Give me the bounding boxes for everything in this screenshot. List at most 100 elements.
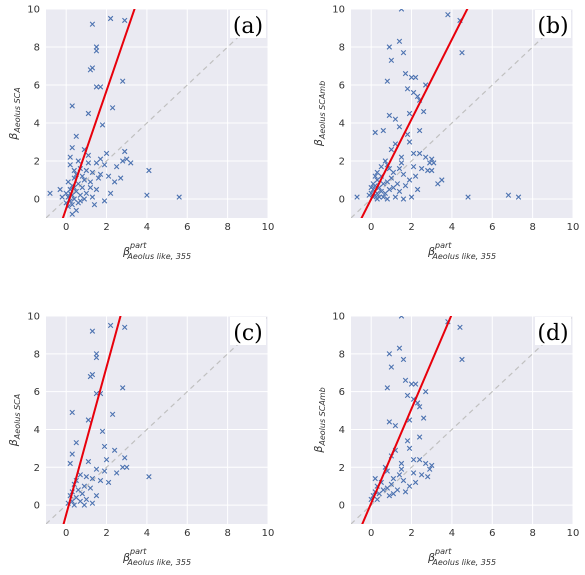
data-point — [384, 485, 391, 491]
y-axis-label: βAeolus SCAmb — [312, 81, 327, 147]
data-point — [77, 498, 83, 504]
data-point — [412, 479, 419, 486]
data-point — [392, 116, 399, 122]
x-tick-label: 0 — [368, 222, 374, 233]
data-point — [81, 196, 88, 202]
data-point — [414, 93, 421, 100]
x-tick-label: 4 — [449, 528, 455, 539]
data-point — [87, 485, 94, 491]
data-point — [47, 190, 53, 196]
data-point — [101, 198, 108, 204]
data-point — [85, 152, 92, 158]
data-point — [79, 173, 86, 179]
data-point — [122, 17, 128, 24]
data-point — [380, 181, 386, 187]
data-point — [89, 169, 96, 176]
data-point — [505, 192, 512, 198]
data-point — [378, 164, 384, 170]
data-point — [99, 122, 106, 128]
y-tick-label: 2 — [34, 463, 40, 474]
data-point — [404, 438, 411, 444]
data-point — [372, 173, 378, 179]
data-point — [376, 491, 382, 497]
data-point — [67, 154, 73, 160]
data-point — [439, 177, 445, 183]
x-axis-label: βpart Aeolus like, 355 — [122, 241, 191, 261]
data-point — [427, 160, 433, 166]
x-axis-label: βpart Aeolus like, 355 — [427, 241, 496, 261]
data-point — [99, 428, 106, 435]
data-point — [400, 171, 407, 177]
y-tick-label: 4 — [339, 425, 345, 436]
data-point — [77, 198, 83, 204]
data-point — [73, 207, 79, 214]
data-point — [111, 447, 118, 453]
x-tick-label: 8 — [224, 528, 230, 539]
data-point — [445, 12, 451, 18]
data-point — [380, 194, 386, 200]
data-point — [109, 105, 116, 111]
x-axis-label: βpart Aeolus like, 355 — [427, 547, 496, 567]
data-point — [77, 192, 83, 198]
data-point — [414, 400, 421, 406]
data-point — [374, 196, 380, 202]
svg-text:(a): (a) — [233, 14, 263, 39]
data-point — [400, 50, 407, 56]
data-point — [386, 186, 393, 193]
y-tick-label: 0 — [339, 501, 345, 512]
data-point — [408, 194, 415, 200]
data-point — [146, 167, 152, 174]
data-point — [394, 487, 401, 493]
x-tick-label: 2 — [408, 528, 414, 539]
x-tick-label: 0 — [63, 222, 69, 233]
data-point — [396, 188, 403, 195]
data-point — [69, 451, 75, 457]
y-tick-label: 4 — [34, 425, 40, 436]
data-point — [144, 192, 150, 198]
data-point — [101, 468, 108, 474]
data-point — [366, 192, 372, 198]
data-point — [402, 377, 409, 383]
data-point — [69, 202, 75, 208]
data-point — [101, 443, 108, 450]
data-point — [87, 184, 94, 191]
data-point — [410, 470, 417, 476]
data-point — [422, 388, 429, 395]
data-point — [392, 422, 399, 429]
data-point — [97, 171, 104, 177]
data-point — [388, 175, 395, 181]
data-point — [406, 483, 413, 489]
data-point — [390, 184, 397, 191]
data-point — [75, 158, 81, 164]
data-point — [71, 167, 77, 174]
x-tick-label: 2 — [103, 222, 109, 233]
data-point — [406, 177, 413, 183]
data-point — [429, 462, 435, 469]
data-point — [113, 470, 120, 476]
x-axis-label: βpart Aeolus like, 355 — [122, 547, 191, 567]
data-point — [93, 354, 100, 361]
data-point — [412, 74, 419, 81]
data-point — [73, 494, 79, 501]
data-point — [103, 457, 110, 463]
data-point — [146, 474, 152, 480]
y-axis-label: βAeolus SCAmb — [312, 387, 327, 453]
data-point — [400, 477, 407, 484]
y-tick-label: 0 — [339, 195, 345, 206]
data-point — [97, 84, 104, 90]
data-point — [384, 385, 391, 391]
data-point — [69, 145, 75, 151]
data-point — [79, 491, 86, 497]
data-point — [113, 164, 120, 170]
data-point — [422, 460, 429, 467]
x-tick-label: 0 — [368, 528, 374, 539]
data-point — [73, 440, 79, 446]
data-point — [120, 158, 126, 164]
data-point — [402, 183, 409, 189]
data-point — [416, 404, 423, 410]
y-tick-label: 0 — [34, 195, 40, 206]
data-point — [380, 127, 386, 134]
data-point — [388, 57, 395, 63]
data-point — [410, 164, 417, 170]
data-point — [176, 194, 182, 200]
